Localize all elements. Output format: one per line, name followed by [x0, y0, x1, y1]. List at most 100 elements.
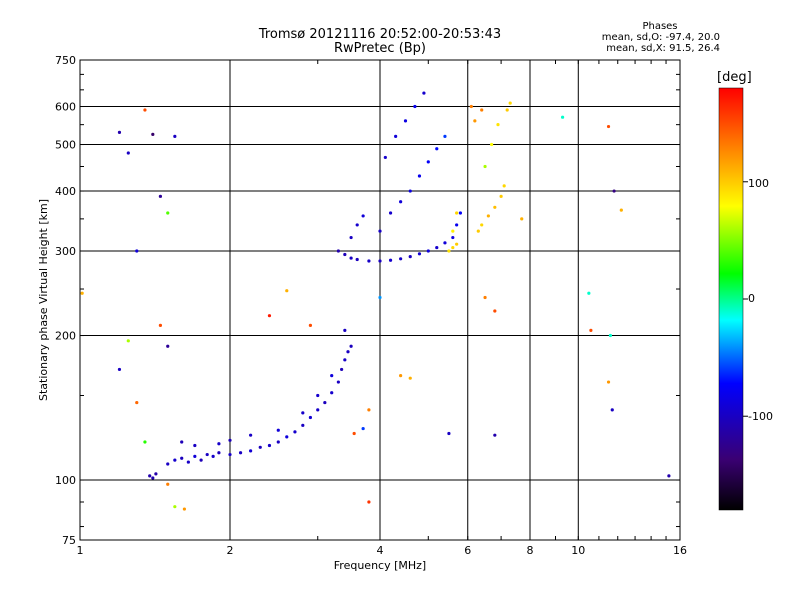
data-point	[426, 160, 430, 164]
data-point	[180, 440, 184, 444]
data-point	[336, 249, 340, 253]
data-point	[316, 408, 320, 412]
data-point	[480, 223, 484, 227]
y-tick-label: 200	[55, 330, 76, 343]
data-point	[249, 449, 253, 453]
data-point	[211, 454, 215, 459]
data-point	[143, 440, 147, 444]
data-point	[399, 374, 403, 378]
data-point	[499, 194, 503, 198]
data-point	[148, 474, 152, 478]
data-point	[493, 205, 497, 209]
x-tick-label: 4	[377, 544, 384, 557]
data-point	[426, 249, 430, 253]
data-point	[667, 474, 671, 478]
data-point	[447, 431, 451, 436]
data-point	[217, 451, 221, 455]
chart-title: Tromsø 20121116 20:52:00-20:53:43	[258, 27, 502, 42]
data-point	[619, 208, 623, 212]
data-point	[258, 445, 262, 449]
data-point	[340, 367, 344, 372]
data-point	[493, 433, 497, 437]
data-point	[186, 460, 190, 464]
data-point	[505, 108, 509, 112]
data-point	[180, 456, 184, 460]
data-point	[403, 119, 408, 123]
data-point	[486, 214, 490, 218]
data-point	[355, 257, 359, 262]
colorbar-tick-label: -100	[748, 410, 773, 423]
data-point	[447, 249, 451, 253]
y-tick-label: 75	[62, 534, 76, 547]
x-tick-label: 2	[227, 544, 234, 557]
data-point	[589, 328, 593, 332]
data-point	[173, 458, 177, 462]
x-tick-label: 6	[464, 544, 471, 557]
data-point	[276, 428, 280, 432]
data-point	[217, 442, 221, 446]
colorbar-unit: [deg]	[717, 70, 752, 85]
data-point	[199, 458, 203, 462]
data-point	[301, 411, 305, 415]
data-point	[267, 443, 272, 448]
data-point	[435, 147, 439, 151]
data-point	[480, 108, 484, 112]
data-point	[182, 507, 186, 511]
data-point	[316, 393, 320, 398]
data-point	[608, 333, 613, 338]
data-point	[349, 256, 353, 260]
data-point	[413, 104, 417, 109]
data-point	[361, 214, 365, 218]
data-point	[173, 134, 177, 138]
phase-stats: Phases mean, sd,O: -97.4, 20.0 mean, sd,…	[560, 21, 720, 54]
data-point	[238, 451, 243, 455]
y-axis-label: Stationary phase Virtual Height [km]	[37, 199, 50, 401]
data-point	[408, 376, 412, 380]
data-point	[496, 123, 500, 127]
data-point	[285, 289, 289, 293]
data-point	[80, 291, 84, 295]
data-point	[378, 229, 382, 233]
data-point	[166, 344, 170, 348]
data-point	[451, 245, 455, 250]
data-point	[135, 249, 139, 253]
data-point	[451, 229, 455, 233]
colorbar-ticks	[743, 181, 748, 417]
data-point	[490, 142, 494, 147]
data-point	[151, 476, 155, 480]
data-point	[383, 155, 387, 160]
data-point	[408, 255, 412, 259]
data-point	[336, 380, 340, 384]
data-point	[455, 211, 459, 215]
x-tick-label: 10	[571, 544, 585, 557]
data-point	[154, 472, 158, 476]
colorbar-tick-label: 0	[748, 292, 755, 305]
grid-lines	[80, 60, 680, 540]
data-point	[285, 435, 289, 439]
data-point	[301, 423, 305, 427]
y-tick-label: 600	[55, 101, 76, 114]
data-point	[399, 257, 403, 261]
data-point	[249, 433, 253, 437]
y-tick-label: 750	[55, 54, 76, 67]
data-point	[343, 358, 347, 362]
data-point	[135, 400, 139, 405]
data-point	[117, 130, 122, 134]
data-point	[443, 241, 447, 245]
x-axis-ticks: 1 2 4 6 8 10 16	[77, 60, 687, 557]
x-tick-label: 1	[77, 544, 84, 557]
data-point	[361, 426, 365, 431]
data-point	[399, 200, 403, 204]
data-point	[126, 151, 130, 155]
data-point	[330, 374, 334, 378]
data-point	[473, 119, 477, 123]
data-point	[422, 91, 426, 95]
x-tick-label: 8	[527, 544, 534, 557]
data-point	[173, 505, 177, 509]
data-point	[508, 101, 512, 105]
data-point	[308, 323, 313, 327]
data-point	[308, 415, 313, 420]
data-point	[158, 194, 163, 198]
data-point	[469, 104, 473, 109]
